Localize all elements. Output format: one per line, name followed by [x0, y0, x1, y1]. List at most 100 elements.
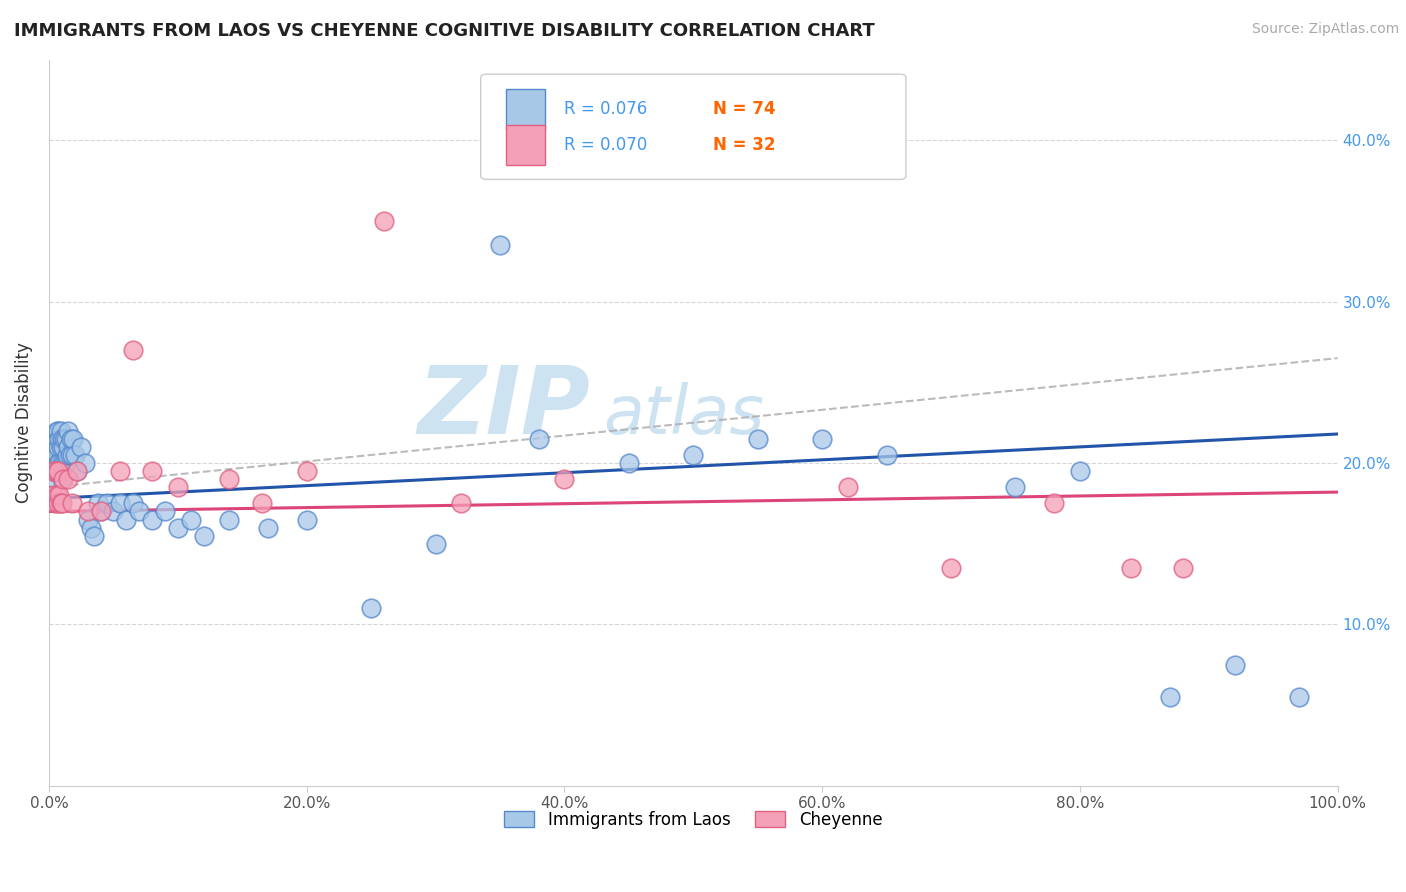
- Point: [128, 504, 150, 518]
- FancyBboxPatch shape: [506, 88, 546, 128]
- Point: [103, 504, 125, 518]
- Point: [811, 432, 834, 446]
- Point: [180, 512, 202, 526]
- Point: [42, 464, 65, 478]
- Point: [153, 504, 176, 518]
- Point: [73, 456, 96, 470]
- Point: [527, 432, 550, 446]
- Point: [45, 464, 67, 478]
- Point: [58, 424, 80, 438]
- Point: [46, 456, 69, 470]
- Point: [876, 448, 898, 462]
- Point: [373, 214, 395, 228]
- Point: [48, 456, 70, 470]
- Point: [80, 520, 103, 534]
- Point: [121, 496, 143, 510]
- Point: [45, 432, 67, 446]
- Point: [60, 448, 83, 462]
- Text: IMMIGRANTS FROM LAOS VS CHEYENNE COGNITIVE DISABILITY CORRELATION CHART: IMMIGRANTS FROM LAOS VS CHEYENNE COGNITI…: [14, 22, 875, 40]
- Point: [52, 440, 75, 454]
- Legend: Immigrants from Laos, Cheyenne: Immigrants from Laos, Cheyenne: [498, 805, 889, 836]
- Point: [89, 504, 111, 518]
- Point: [87, 496, 110, 510]
- Point: [56, 448, 79, 462]
- Point: [76, 512, 98, 526]
- Point: [115, 512, 138, 526]
- Text: N = 74: N = 74: [713, 100, 775, 118]
- Point: [1171, 561, 1194, 575]
- Point: [42, 456, 65, 470]
- Text: R = 0.070: R = 0.070: [564, 136, 648, 154]
- Point: [58, 472, 80, 486]
- Point: [42, 464, 65, 478]
- Point: [295, 512, 318, 526]
- Point: [45, 448, 67, 462]
- Point: [48, 488, 70, 502]
- Point: [1043, 496, 1066, 510]
- Point: [49, 496, 72, 510]
- Point: [51, 432, 73, 446]
- Point: [257, 520, 280, 534]
- Point: [42, 464, 65, 478]
- Point: [49, 440, 72, 454]
- Point: [46, 496, 69, 510]
- Point: [55, 432, 77, 446]
- Point: [44, 432, 66, 446]
- Point: [53, 456, 76, 470]
- Point: [41, 464, 63, 478]
- Text: ZIP: ZIP: [418, 362, 591, 454]
- Point: [939, 561, 962, 575]
- Point: [55, 456, 77, 470]
- Point: [44, 472, 66, 486]
- FancyBboxPatch shape: [506, 125, 546, 165]
- Point: [70, 440, 93, 454]
- Point: [58, 448, 80, 462]
- Point: [53, 432, 76, 446]
- Point: [489, 238, 512, 252]
- Point: [46, 464, 69, 478]
- Point: [48, 432, 70, 446]
- Point: [96, 496, 118, 510]
- Point: [1223, 657, 1246, 672]
- Point: [1288, 690, 1310, 704]
- Point: [45, 424, 67, 438]
- Point: [66, 464, 89, 478]
- Point: [1159, 690, 1181, 704]
- Point: [141, 512, 163, 526]
- Point: [44, 496, 66, 510]
- Point: [60, 496, 83, 510]
- Point: [425, 537, 447, 551]
- Point: [295, 464, 318, 478]
- Text: R = 0.076: R = 0.076: [564, 100, 648, 118]
- Point: [42, 432, 65, 446]
- Point: [89, 504, 111, 518]
- Point: [51, 496, 73, 510]
- Point: [218, 512, 240, 526]
- Point: [45, 488, 67, 502]
- Point: [166, 480, 188, 494]
- Point: [46, 440, 69, 454]
- Point: [59, 432, 82, 446]
- Point: [747, 432, 769, 446]
- Point: [44, 456, 66, 470]
- Point: [682, 448, 704, 462]
- Point: [83, 529, 105, 543]
- Point: [45, 464, 67, 478]
- Point: [166, 520, 188, 534]
- FancyBboxPatch shape: [481, 74, 905, 179]
- Point: [193, 529, 215, 543]
- Text: Source: ZipAtlas.com: Source: ZipAtlas.com: [1251, 22, 1399, 37]
- Point: [52, 472, 75, 486]
- Point: [62, 432, 84, 446]
- Point: [1121, 561, 1143, 575]
- Point: [218, 472, 240, 486]
- Point: [52, 464, 75, 478]
- Point: [250, 496, 273, 510]
- Point: [108, 496, 131, 510]
- Point: [46, 424, 69, 438]
- Point: [360, 601, 382, 615]
- Point: [51, 456, 73, 470]
- Point: [51, 472, 73, 486]
- Point: [450, 496, 472, 510]
- Point: [1069, 464, 1091, 478]
